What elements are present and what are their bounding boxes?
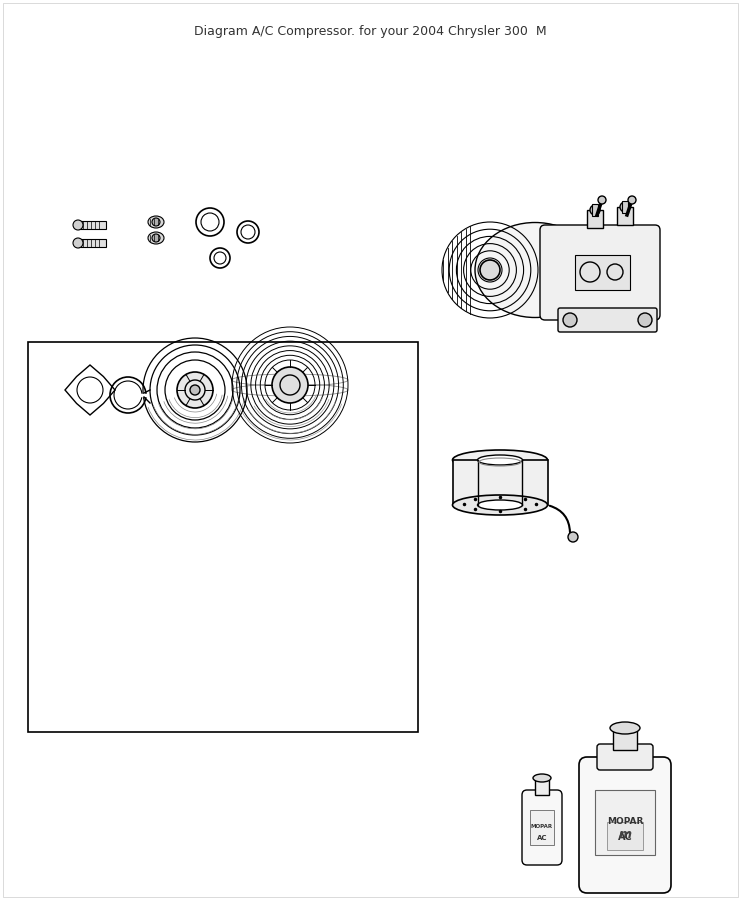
Circle shape (190, 385, 200, 395)
Bar (535, 777, 549, 795)
Circle shape (563, 313, 577, 327)
FancyBboxPatch shape (522, 790, 562, 865)
FancyBboxPatch shape (540, 225, 660, 320)
Circle shape (568, 532, 578, 542)
Text: m: m (619, 829, 631, 842)
FancyBboxPatch shape (579, 757, 671, 893)
Ellipse shape (477, 455, 522, 465)
Circle shape (598, 196, 606, 204)
Bar (78, 221, 106, 229)
Bar (78, 239, 106, 247)
Ellipse shape (148, 232, 164, 244)
Text: AC: AC (618, 832, 632, 842)
Circle shape (177, 372, 213, 408)
Ellipse shape (475, 222, 595, 318)
Ellipse shape (610, 722, 640, 734)
Circle shape (73, 238, 83, 248)
Text: AC: AC (536, 835, 548, 841)
Text: MOPAR: MOPAR (531, 824, 553, 830)
Bar (592, 204, 598, 216)
Bar (607, 822, 643, 850)
Circle shape (628, 196, 636, 204)
Circle shape (590, 205, 600, 215)
FancyBboxPatch shape (597, 744, 653, 770)
Text: MOPAR: MOPAR (607, 817, 643, 826)
Bar (613, 728, 637, 750)
Ellipse shape (533, 774, 551, 782)
Ellipse shape (453, 495, 548, 515)
Text: Diagram A/C Compressor. for your 2004 Chrysler 300  M: Diagram A/C Compressor. for your 2004 Ch… (193, 25, 546, 38)
Bar (575, 255, 630, 290)
Bar (595, 790, 655, 855)
Circle shape (638, 313, 652, 327)
Bar (28, 342, 418, 732)
Circle shape (272, 367, 308, 403)
FancyBboxPatch shape (558, 308, 657, 332)
Bar (530, 810, 554, 845)
Circle shape (620, 202, 630, 212)
Circle shape (152, 218, 160, 226)
Bar (453, 460, 548, 505)
Ellipse shape (148, 216, 164, 228)
Bar (617, 207, 633, 225)
Bar (587, 210, 603, 228)
Circle shape (73, 220, 83, 230)
Ellipse shape (477, 500, 522, 510)
Bar (622, 201, 628, 213)
Circle shape (152, 234, 160, 242)
Ellipse shape (453, 450, 548, 470)
Circle shape (480, 260, 500, 280)
